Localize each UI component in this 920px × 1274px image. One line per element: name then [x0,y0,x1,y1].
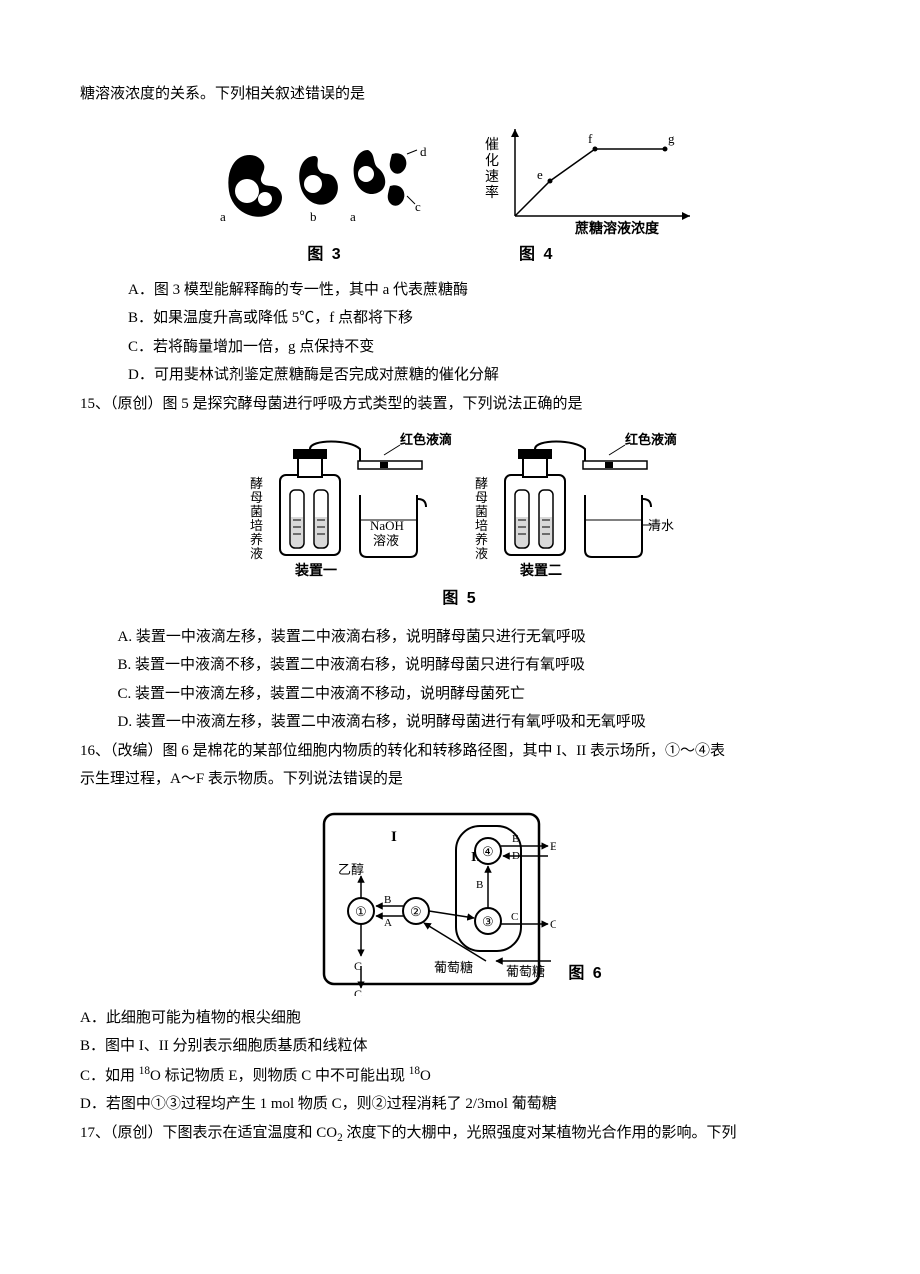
fig3-label-c: c [415,199,421,214]
q15-options: A. 装置一中液滴左移，装置二中液滴右移，说明酵母菌只进行无氧呼吸 B. 装置一… [80,623,840,737]
q16-opt-c-post: O [420,1068,431,1084]
figure6-caption: 图 6 [568,959,603,989]
figure5-svg: 酵 母 菌 培 养 液 红色液滴 NaOH 溶液 装置一 酵 母 菌 培 养 液… [240,430,680,580]
q14-opt-a-text: 图 3 模型能解释酶的专一性，其中 a 代表蔗糖酶 [154,282,468,298]
q16-opt-c: C．如用 18O 标记物质 E，则物质 C 中不可能出现 18O [80,1061,840,1091]
q14-opt-b: B．如果温度升高或降低 5℃，f 点都将下移 [128,304,840,333]
figure4-caption: 图 4 [475,240,705,270]
figure3-svg: a b a c d [215,136,435,236]
q14-options: A．图 3 模型能解释酶的专一性，其中 a 代表蔗糖酶 B．如果温度升高或降低 … [80,276,840,390]
q15-opt-b-text: 装置一中液滴不移，装置二中液滴右移，说明酵母菌只进行有氧呼吸 [135,657,585,673]
fig6-node-4: ④ [482,844,494,859]
q14-opt-d: D．可用斐林试剂鉴定蔗糖酶是否完成对蔗糖的催化分解 [128,361,840,390]
dev2-beaker-label: 清水 [648,518,674,533]
q14-opt-c: C．若将酶量增加一倍，g 点保持不变 [128,333,840,362]
dev1-beaker-sub: 溶液 [373,533,399,548]
fig6-lab-glucose1: 葡萄糖 [434,960,473,975]
fig4-pt-g: g [668,131,675,146]
dev1-bl-6: 液 [250,546,263,561]
figure4-wrap: 催 化 速 率 e f g 蔗糖溶液浓度 图 4 [475,121,705,270]
q14-opt-c-text: 若将酶量增加一倍，g 点保持不变 [153,339,374,355]
fig6-lab-C3: C [511,911,518,923]
q17-stem-b: 浓度下的大棚中，光照强度对某植物光合作用的影响。下列 [343,1125,737,1141]
q16-opt-b: B．图中 I、II 分别表示细胞质基质和线粒体 [80,1032,840,1061]
dev1-bl-5: 养 [250,532,263,547]
fig6-node-3: ③ [482,914,494,929]
figure5-wrap: 酵 母 菌 培 养 液 红色液滴 NaOH 溶液 装置一 酵 母 菌 培 养 液… [80,430,840,614]
fig6-lab-B2: B [476,879,483,891]
q16-stem-a: 16、（改编）图 6 是棉花的某部位细胞内物质的转化和转移路径图，其中 I、II… [80,737,840,766]
fig6-lab-B1: B [384,894,391,906]
q16-opt-d-text: 若图中①③过程均产生 1 mol 物质 C，则②过程消耗了 2/3mol 葡萄糖 [106,1096,557,1112]
figure6-svg: I II ① ② ③ ④ 乙醇 C C B A [316,806,556,996]
figure3-wrap: a b a c d 图 3 [215,136,435,270]
dev2-bl-2: 母 [475,490,488,505]
dev1-bl-3: 菌 [250,504,263,519]
dev2-tube-label: 红色液滴 [625,432,677,447]
fig4-pt-f: f [588,131,593,146]
dev1-bl-1: 酵 [250,476,263,491]
q15-stem: 15、（原创）图 5 是探究酵母菌进行呼吸方式类型的装置，下列说法正确的是 [80,390,840,419]
q17-stem: 17、（原创）下图表示在适宜温度和 CO2 浓度下的大棚中，光照强度对某植物光合… [80,1119,840,1149]
figure3-caption: 图 3 [215,240,435,270]
q17-stem-a: 17、（原创）下图表示在适宜温度和 CO [80,1125,337,1141]
fig3-label-d: d [420,144,427,159]
dev2-bl-4: 培 [475,518,488,533]
fig6-lab-ethanol: 乙醇 [338,862,364,877]
dev2-name: 装置二 [519,562,562,579]
fig6-lab-E1: E [512,833,519,845]
q14-opt-d-text: 可用斐林试剂鉴定蔗糖酶是否完成对蔗糖的催化分解 [154,367,499,383]
dev2-bl-1: 酵 [475,476,488,491]
fig4-ylab-3: 速 [485,169,499,185]
q16-opt-c-iso2: 18 [409,1065,420,1077]
q15-opt-c: C. 装置一中液滴左移，装置二中液滴不移动，说明酵母菌死亡 [118,680,841,709]
dev2-bl-6: 液 [475,546,488,561]
q15-opt-a-text: 装置一中液滴左移，装置二中液滴右移，说明酵母菌只进行无氧呼吸 [136,629,586,645]
q16-options: A．此细胞可能为植物的根尖细胞 B．图中 I、II 分别表示细胞质基质和线粒体 … [80,1004,840,1119]
fig3-label-a1: a [220,209,226,224]
figure4-svg: 催 化 速 率 e f g 蔗糖溶液浓度 [475,121,705,236]
q15-opt-d-text: 装置一中液滴左移，装置二中液滴右移，说明酵母菌进行有氧呼吸和无氧呼吸 [136,714,646,730]
q15-opt-c-text: 装置一中液滴左移，装置二中液滴不移动，说明酵母菌死亡 [135,686,525,702]
fig6-node-2: ② [410,904,422,919]
dev1-bl-4: 培 [250,518,263,533]
q16-opt-c-pre: 如用 [105,1068,139,1084]
q14-opt-b-text: 如果温度升高或降低 5℃，f 点都将下移 [153,310,413,326]
dev1-beaker-label: NaOH [370,518,404,533]
figure-row-3-4: a b a c d 图 3 [80,121,840,270]
q16-opt-c-mid: O 标记物质 E，则物质 C 中不可能出现 [150,1068,409,1084]
q15-opt-b: B. 装置一中液滴不移，装置二中液滴右移，说明酵母菌只进行有氧呼吸 [118,651,841,680]
figure6-wrap: I II ① ② ③ ④ 乙醇 C C B A [80,806,840,996]
q16-opt-a-text: 此细胞可能为植物的根尖细胞 [106,1010,301,1026]
dev1-tube-label: 红色液滴 [400,432,452,447]
q16-opt-d: D．若图中①③过程均产生 1 mol 物质 C，则②过程消耗了 2/3mol 葡… [80,1090,840,1119]
fig4-pt-e: e [537,167,543,182]
dev1-name: 装置一 [294,562,337,579]
q16-stem-b: 示生理过程，A～F 表示物质。下列说法错误的是 [80,765,840,794]
fig6-lab-E2: E [550,839,556,853]
fig4-ylab-2: 化 [485,153,499,169]
fig4-ylab-1: 催 [485,137,499,153]
fig3-label-b: b [310,209,317,224]
fig6-region-I: I [391,829,397,845]
q14-opt-a: A．图 3 模型能解释酶的专一性，其中 a 代表蔗糖酶 [128,276,840,305]
fig4-ylab-4: 率 [485,184,499,201]
q15-opt-a: A. 装置一中液滴左移，装置二中液滴右移，说明酵母菌只进行无氧呼吸 [118,623,841,652]
fig4-xlabel: 蔗糖溶液浓度 [574,220,660,236]
fig3-label-a2: a [350,209,356,224]
q15-opt-d: D. 装置一中液滴左移，装置二中液滴右移，说明酵母菌进行有氧呼吸和无氧呼吸 [118,708,841,737]
fig6-lab-C2: C [354,987,362,996]
fig6-lab-A: A [384,917,392,929]
fig6-lab-glucose2: 葡萄糖 [506,964,545,979]
q16-opt-b-text: 图中 I、II 分别表示细胞质基质和线粒体 [105,1038,368,1054]
dev2-bl-5: 养 [475,532,488,547]
q16-opt-c-iso1: 18 [139,1065,150,1077]
figure5-caption: 图 5 [240,584,680,614]
dev2-bl-3: 菌 [475,504,488,519]
fig6-lab-C4: C [550,917,556,931]
dev1-bl-2: 母 [250,490,263,505]
fragment-line: 糖溶液浓度的关系。下列相关叙述错误的是 [80,80,840,109]
q16-opt-a: A．此细胞可能为植物的根尖细胞 [80,1004,840,1033]
fig6-node-1: ① [355,904,367,919]
